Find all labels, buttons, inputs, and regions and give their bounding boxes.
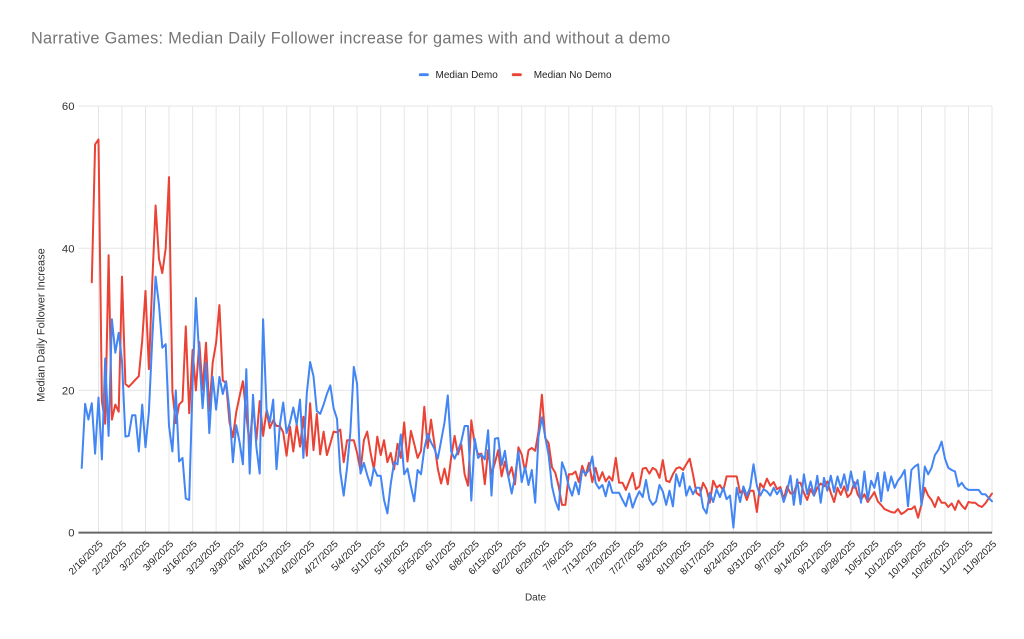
- svg-text:Median Demo: Median Demo: [436, 70, 499, 81]
- svg-text:0: 0: [68, 528, 74, 540]
- svg-text:Date: Date: [525, 593, 547, 604]
- svg-text:60: 60: [62, 101, 75, 113]
- svg-text:Median No Demo: Median No Demo: [534, 70, 612, 81]
- svg-text:Median Daily Follower Increase: Median Daily Follower Increase: [36, 248, 48, 401]
- svg-text:20: 20: [62, 386, 75, 398]
- svg-text:40: 40: [62, 243, 75, 255]
- svg-text:Narrative Games: Median Daily: Narrative Games: Median Daily Follower i…: [31, 30, 671, 48]
